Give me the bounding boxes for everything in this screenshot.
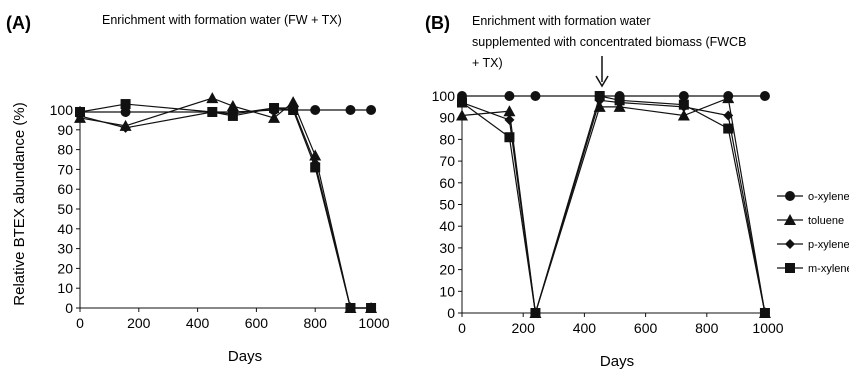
panel-b-y-tick-label: 40 — [439, 218, 455, 234]
panel-a-y-tick-label: 60 — [57, 181, 73, 197]
panel-a-point-o-xylene — [310, 105, 321, 115]
legend-label-m-xylene: m-xylene — [808, 263, 849, 275]
panel-a-y-axis-title: Relative BTEX abundance (%) — [11, 102, 28, 305]
panel-a-y-tick-label: 20 — [57, 260, 73, 276]
panel-b-y-tick-label: 90 — [439, 110, 455, 126]
panel-a-point-toluene — [287, 96, 300, 108]
panel-b-point-m-xylene — [614, 95, 625, 106]
panel-b-point-toluene — [456, 109, 468, 121]
panel-a-y-tick-label: 70 — [57, 161, 73, 177]
panel-b-title-line-1: Enrichment with formation water — [472, 14, 651, 28]
panel-a-y-tick-label: 40 — [57, 221, 73, 237]
panel-a-point-m-xylene — [75, 106, 85, 117]
panel-a-x-tick-label: 0 — [76, 315, 84, 331]
panel-b-point-o-xylene — [678, 91, 689, 101]
panel-a-point-toluene — [309, 149, 322, 161]
panel-b-label: (B) — [425, 13, 450, 33]
panel-b-point-o-xylene — [759, 91, 770, 101]
panel-b-point-p-xylene — [723, 110, 734, 121]
panel-b-point-toluene — [503, 105, 516, 117]
legend-marker-o-xylene — [785, 191, 795, 201]
panel-b-x-tick-label: 400 — [573, 320, 597, 336]
legend: o-xylene toluene p-xylene m-xylene — [777, 191, 849, 275]
panel-b-point-m-xylene — [594, 91, 605, 101]
panel-b-y-tick-label: 10 — [439, 283, 455, 299]
panel-a-x-tick-label: 1000 — [358, 315, 389, 331]
panel-a-point-m-xylene — [288, 105, 299, 115]
panel-b-x-tick-label: 600 — [634, 320, 658, 336]
panel-a-x-tick-label: 200 — [127, 315, 151, 331]
panel-a-point-m-xylene — [345, 303, 356, 313]
panel-b-point-m-xylene — [504, 132, 515, 143]
panel-b-series-line-m-xylene — [461, 95, 766, 314]
panel-b-point-toluene — [677, 109, 690, 121]
panel-a-y-tick-label: 90 — [57, 122, 73, 138]
panel-b-point-toluene — [722, 92, 735, 104]
legend-marker-toluene — [784, 214, 796, 225]
panel-a-y-tick-label: 0 — [65, 300, 73, 316]
panel-a-title: Enrichment with formation water (FW + TX… — [102, 13, 342, 27]
panel-b-title-line-3: + TX) — [472, 56, 503, 70]
panel-b-point-o-xylene — [530, 91, 541, 101]
legend-label-p-xylene: p-xylene — [808, 239, 849, 251]
panel-b-x-tick-label: 200 — [512, 320, 536, 336]
panel-b-x-axis-title: Days — [600, 353, 634, 369]
panel-b-y-tick-label: 100 — [432, 88, 456, 104]
panel-b-point-o-xylene — [504, 91, 515, 101]
panel-a-point-toluene — [206, 92, 219, 104]
legend-label-toluene: toluene — [808, 215, 844, 227]
panel-a-point-m-xylene — [207, 106, 218, 117]
panel-a-point-o-xylene — [345, 105, 356, 115]
panel-a-y-tick-label: 80 — [57, 142, 73, 158]
panel-a-label: (A) — [6, 13, 31, 33]
panel-a-point-m-xylene — [227, 110, 238, 121]
legend-marker-p-xylene — [785, 239, 795, 249]
panel-a-point-o-xylene — [120, 106, 131, 117]
panel-b-point-m-xylene — [678, 99, 689, 110]
panel-a-y-tick-label: 50 — [57, 201, 73, 217]
panel-b-y-tick-label: 80 — [439, 131, 455, 147]
panel-a-point-o-xylene — [366, 105, 377, 115]
panel-b-x-tick-label: 0 — [458, 320, 466, 336]
panel-a-point-toluene — [226, 100, 239, 112]
panel-b-point-m-xylene — [723, 123, 734, 134]
panel-a-point-m-xylene — [366, 303, 377, 313]
panel-b-point-p-xylene — [504, 114, 515, 125]
panel-b-series-line-toluene — [461, 97, 766, 314]
panel-b-y-tick-label: 70 — [439, 153, 455, 169]
legend-label-o-xylene: o-xylene — [808, 191, 849, 203]
panel-a-point-m-xylene — [120, 99, 131, 110]
panel-b-y-tick-label: 30 — [439, 240, 455, 256]
panel-a-y-tick-label: 100 — [50, 102, 74, 118]
panel-a-x-tick-label: 400 — [186, 315, 210, 331]
panel-a-x-tick-label: 800 — [304, 315, 328, 331]
legend-marker-m-xylene — [785, 263, 795, 273]
panel-b-y-tick-label: 50 — [439, 197, 455, 213]
panel-a-point-m-xylene — [269, 103, 280, 114]
annotation-arrow — [595, 56, 609, 88]
panel-a-point-m-xylene — [310, 162, 321, 173]
panel-b-point-m-xylene — [530, 308, 541, 318]
panel-a-x-tick-label: 600 — [245, 315, 269, 331]
panel-a-point-p-xylene — [120, 122, 131, 133]
panel-b-x-tick-label: 800 — [695, 320, 719, 336]
panel-a-y-tick-label: 30 — [57, 241, 73, 257]
panel-b-y-tick-label: 20 — [439, 262, 455, 278]
panel-a-x-axis-title: Days — [228, 348, 262, 365]
panel-a-point-toluene — [268, 111, 281, 123]
panel-b-y-tick-label: 0 — [447, 305, 455, 321]
panel-b-x-tick-label: 1000 — [752, 320, 783, 336]
panel-b-point-m-xylene — [457, 97, 467, 108]
panel-a-y-tick-label: 10 — [57, 280, 73, 296]
panel-b-series-line-p-xylene — [461, 99, 766, 314]
panel-b-title-line-2: supplemented with concentrated biomass (… — [472, 35, 746, 49]
panel-b-point-m-xylene — [759, 308, 770, 318]
panel-b-y-tick-label: 60 — [439, 175, 455, 191]
